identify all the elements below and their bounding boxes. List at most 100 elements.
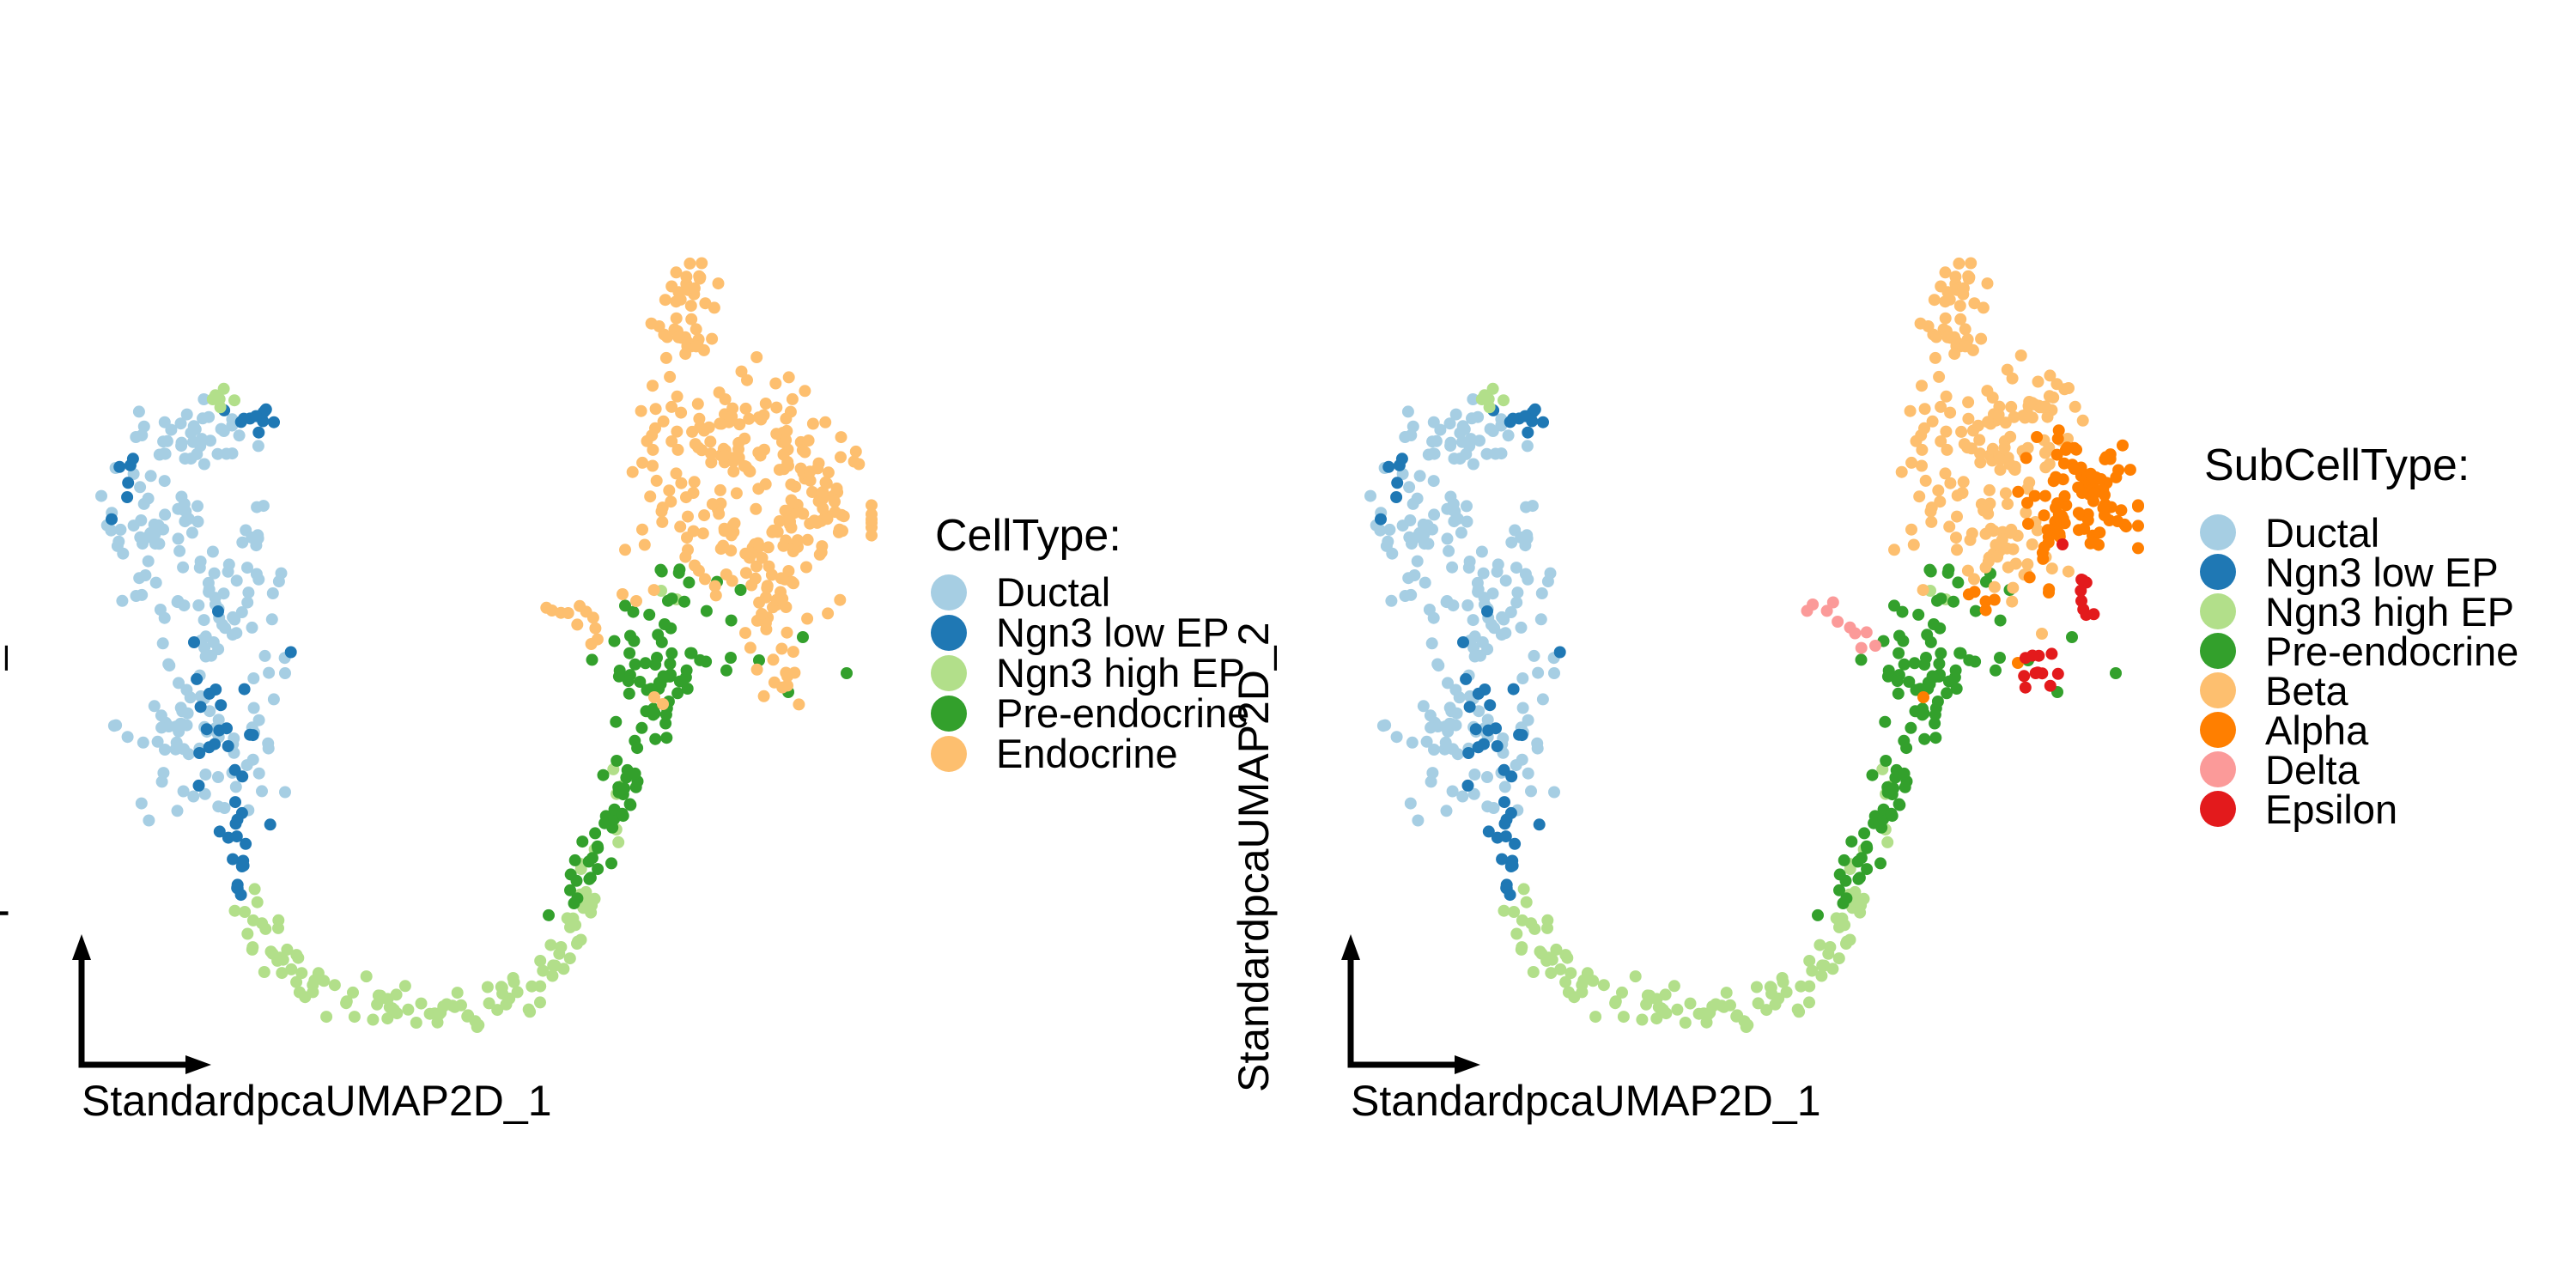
- data-point-alpha: [2099, 489, 2111, 501]
- data-point-ngn3-high-ep: [1849, 885, 1862, 898]
- data-point-ductal: [1499, 574, 1512, 587]
- data-point-beta: [2028, 398, 2041, 411]
- data-point-delta: [1832, 616, 1844, 628]
- data-point-endocrine: [757, 690, 770, 702]
- data-point-ngn3-high-ep: [1806, 964, 1819, 977]
- data-point-beta: [1928, 294, 1941, 307]
- data-point-pre-endocrine: [680, 664, 693, 677]
- legend-item-ngn3-high-ep: Ngn3 high EP: [2200, 588, 2518, 635]
- data-point-pre-endocrine: [1929, 732, 1942, 744]
- data-point-alpha: [2038, 509, 2050, 522]
- data-point-beta: [1905, 523, 1917, 536]
- data-point-ductal: [1383, 523, 1396, 536]
- data-point-ductal: [149, 576, 162, 589]
- data-point-endocrine: [708, 580, 721, 592]
- data-point-endocrine: [648, 691, 660, 703]
- data-point-alpha: [2057, 457, 2070, 470]
- data-point-ngn3-low-ep: [106, 513, 118, 526]
- data-point-ductal: [252, 532, 264, 544]
- data-point-endocrine: [770, 401, 783, 414]
- data-point-beta: [1968, 573, 1980, 586]
- data-point-endocrine: [759, 477, 772, 490]
- data-point-ductal: [247, 702, 260, 714]
- data-point-beta: [1943, 293, 1956, 306]
- data-point-ngn3-low-ep: [113, 460, 126, 473]
- data-point-ngn3-high-ep: [544, 939, 557, 951]
- data-point-ngn3-low-ep: [1505, 770, 1518, 783]
- data-point-ngn3-low-ep: [238, 683, 251, 696]
- data-point-endocrine: [645, 317, 658, 330]
- data-point-ductal: [1535, 587, 1548, 599]
- data-point-ngn3-high-ep: [1486, 382, 1499, 395]
- data-point-beta: [2043, 390, 2056, 403]
- data-point-ductal: [182, 513, 195, 526]
- legend-label: Ngn3 high EP: [996, 650, 1246, 696]
- data-point-epsilon: [2026, 649, 2038, 662]
- data-point-endocrine: [811, 516, 823, 529]
- legend-label: Ngn3 high EP: [2265, 588, 2515, 635]
- data-point-ductal: [155, 709, 167, 722]
- data-point-endocrine: [706, 498, 719, 511]
- data-point-ductal: [1467, 458, 1479, 471]
- data-point-beta: [1948, 348, 1961, 361]
- data-point-ductal: [1406, 736, 1419, 749]
- data-point-ductal: [1447, 497, 1460, 510]
- data-point-ngn3-low-ep: [284, 646, 297, 659]
- data-point-ngn3-low-ep: [1390, 491, 1403, 503]
- data-point-ductal: [1440, 805, 1453, 817]
- data-point-beta: [1905, 456, 1918, 469]
- data-point-ductal: [1481, 771, 1493, 783]
- data-point-ngn3-low-ep: [1498, 817, 1511, 830]
- data-point-ductal: [1454, 427, 1467, 440]
- data-point-ngn3-high-ep: [507, 972, 519, 984]
- data-point-ngn3-low-ep: [1498, 796, 1510, 809]
- data-point-alpha: [2123, 464, 2136, 477]
- data-point-endocrine: [670, 312, 683, 325]
- data-point-ductal: [107, 720, 120, 732]
- data-point-ductal: [1480, 447, 1493, 460]
- data-point-ductal: [174, 417, 187, 430]
- data-point-ductal: [172, 595, 185, 607]
- data-point-pre-endocrine: [608, 635, 621, 647]
- data-point-pre-endocrine: [1838, 854, 1850, 866]
- data-point-ngn3-high-ep: [293, 986, 306, 999]
- data-point-ngn3-low-ep: [264, 818, 276, 831]
- data-point-pre-endocrine: [1874, 857, 1886, 870]
- data-point-beta: [1949, 270, 1962, 283]
- data-point-ductal: [159, 744, 171, 756]
- data-point-beta: [1916, 459, 1928, 472]
- data-point-beta: [2004, 526, 2017, 539]
- data-point-pre-endocrine: [1950, 683, 1963, 695]
- data-point-ngn3-high-ep: [213, 392, 226, 405]
- data-point-ductal: [1443, 544, 1455, 557]
- data-point-ductal: [252, 573, 265, 586]
- legend-label: Pre-endocrine: [996, 690, 1250, 736]
- data-point-endocrine: [866, 529, 878, 542]
- data-point-endocrine: [761, 580, 774, 592]
- data-point-ductal: [134, 481, 147, 494]
- data-point-ductal: [155, 721, 168, 734]
- data-point-beta: [1940, 425, 1953, 438]
- data-point-ngn3-high-ep: [1545, 967, 1558, 980]
- data-point-ductal: [203, 410, 216, 423]
- data-point-pre-endocrine: [1898, 658, 1911, 671]
- data-point-endocrine: [769, 377, 782, 390]
- data-point-ductal: [1522, 573, 1534, 586]
- data-point-beta: [2062, 433, 2074, 445]
- data-point-ductal: [1486, 425, 1499, 437]
- data-point-alpha: [2132, 519, 2144, 532]
- data-point-beta: [1992, 409, 2005, 422]
- data-point-beta: [1934, 495, 1947, 508]
- data-point-endocrine: [821, 513, 834, 526]
- data-point-beta: [1999, 487, 2012, 500]
- legend-item-ngn3-high-ep: Ngn3 high EP: [931, 653, 1249, 693]
- data-point-pre-endocrine: [1920, 652, 1932, 664]
- data-point-pre-endocrine: [1942, 563, 1955, 576]
- data-point-ngn3-high-ep: [1561, 951, 1574, 964]
- data-point-pre-endocrine: [1994, 652, 2006, 664]
- data-point-ductal: [136, 429, 149, 441]
- data-point-pre-endocrine: [655, 565, 668, 578]
- data-point-endocrine: [727, 465, 740, 478]
- data-point-ngn3-high-ep: [1650, 1012, 1663, 1025]
- data-point-ngn3-high-ep: [1679, 1017, 1692, 1029]
